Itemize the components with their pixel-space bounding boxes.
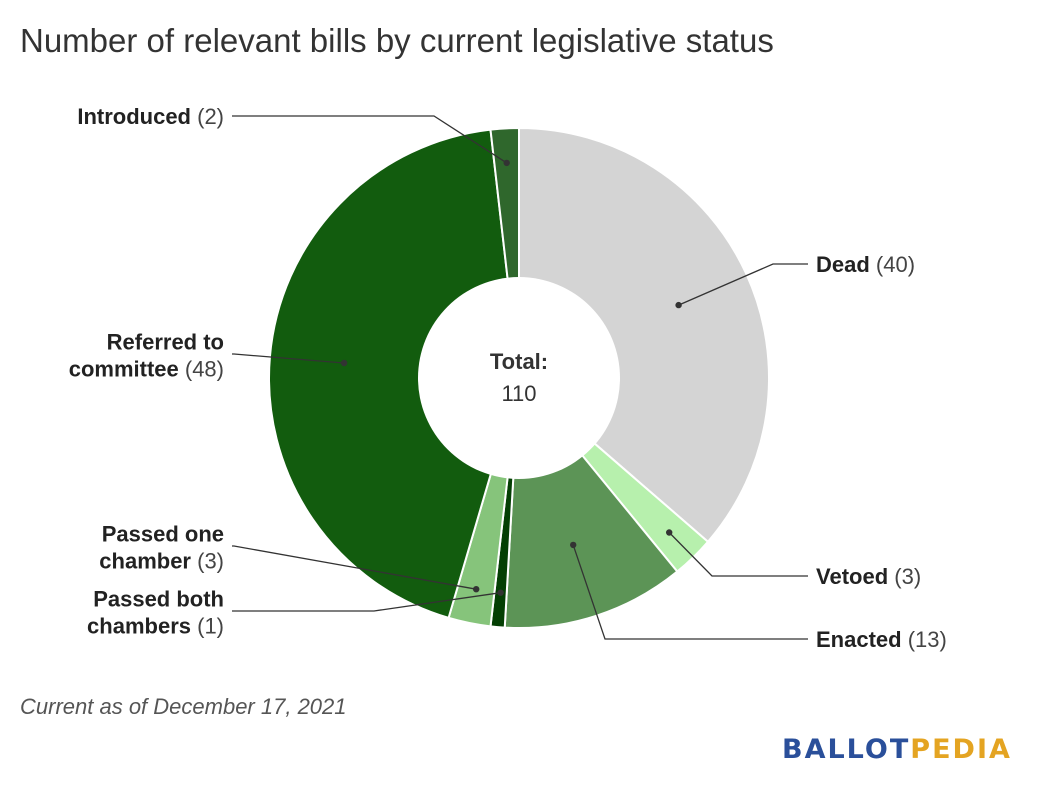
leader-line-vetoed (668, 532, 808, 577)
leader-dot-enacted (570, 541, 577, 549)
leader-line-dead (678, 263, 808, 306)
donut-hole-group: Total: 110 (418, 277, 620, 479)
leader-line-passed-both-chambers (232, 592, 501, 612)
label-passed-one-chamber: Passed one chamber (3) (99, 522, 224, 574)
labels-group: Dead (40) Vetoed (3) Enacted (13) Passed bo… (69, 104, 947, 652)
ballotpedia-logo: BALLOTPEDIA (782, 734, 1012, 765)
leader-dot-introduced (503, 159, 510, 167)
label-text-referred-to-committee-2: committee (69, 357, 179, 382)
leader-line-passed-one-chamber (232, 545, 477, 590)
label-text-passed-both-chambers-1: Passed both (93, 587, 224, 612)
label-value-enacted: (13) (902, 627, 947, 652)
logo-part-pedia: PEDIA (910, 734, 1012, 765)
footnote: Current as of December 17, 2021 (20, 694, 347, 719)
leader-line-introduced (232, 115, 508, 164)
leader-dot-vetoed (666, 529, 673, 536)
center-label: Total: (490, 349, 548, 374)
label-text-enacted-1: Enacted (816, 627, 902, 652)
leader-line-referred-to-committee (232, 353, 345, 364)
label-text-passed-one-chamber-1: Passed one (102, 522, 224, 547)
label-introduced: Introduced (2) (77, 104, 224, 129)
leader-dot-passed-both-chambers (497, 589, 504, 596)
leader-dot-referred-to-committee (340, 359, 348, 367)
chart-title: Number of relevant bills by current legi… (20, 22, 774, 59)
slice-dead (518, 126, 770, 544)
leader-line-enacted (572, 544, 808, 640)
label-passed-both-chambers: Passed both chambers (1) (87, 587, 224, 639)
label-value-passed-one-chamber: (3) (191, 549, 224, 574)
label-value-dead: (40) (870, 252, 915, 277)
label-value-passed-both-chambers: (1) (191, 614, 224, 639)
label-value-referred-to-committee: (48) (179, 357, 224, 382)
leader-lines-group (232, 115, 808, 640)
label-text-passed-both-chambers-2: chambers (87, 614, 191, 639)
leader-dot-passed-one-chamber (473, 586, 480, 593)
donut-hole (418, 277, 620, 479)
label-vetoed: Vetoed (3) (816, 564, 921, 589)
label-text-referred-to-committee-1: Referred to (107, 330, 224, 355)
label-enacted: Enacted (13) (816, 627, 947, 652)
logo-part-ballot: BALLOT (782, 734, 911, 765)
label-value-introduced: (2) (191, 104, 224, 129)
label-text-passed-one-chamber-2: chamber (99, 549, 191, 574)
label-dead: Dead (40) (816, 252, 915, 277)
label-value-vetoed: (3) (888, 564, 921, 589)
center-value: 110 (501, 381, 536, 406)
leader-dot-dead (675, 301, 682, 309)
label-text-introduced-1: Introduced (77, 104, 191, 129)
label-text-dead-1: Dead (816, 252, 870, 277)
label-referred-to-committee: Referred to committee (48) (69, 330, 224, 382)
label-text-vetoed-1: Vetoed (816, 564, 888, 589)
